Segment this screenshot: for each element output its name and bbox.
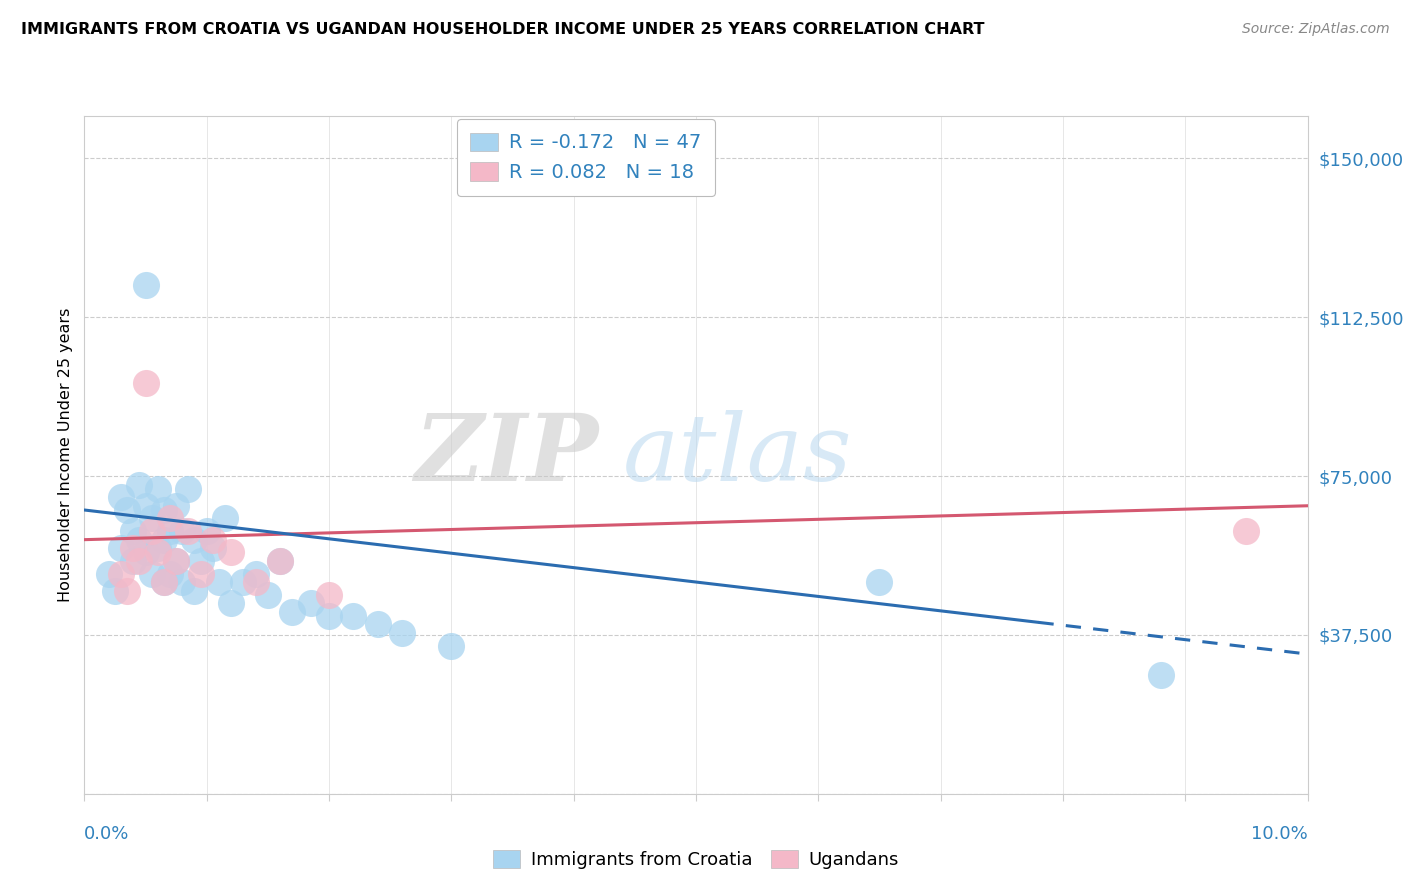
Point: [110, 566, 132, 581]
Point: [190, 554, 212, 568]
Point: [318, 608, 340, 623]
Point: [128, 554, 150, 568]
Point: [146, 482, 169, 496]
Point: [110, 490, 132, 504]
Point: [318, 588, 340, 602]
Point: [141, 511, 163, 525]
Point: [141, 566, 163, 581]
Text: Source: ZipAtlas.com: Source: ZipAtlas.com: [1241, 22, 1389, 37]
Point: [146, 541, 169, 555]
Point: [245, 574, 267, 589]
Point: [122, 541, 145, 555]
Point: [172, 574, 194, 589]
Point: [128, 533, 150, 547]
Point: [208, 574, 231, 589]
Point: [97, 566, 120, 581]
Point: [219, 545, 242, 559]
Point: [153, 533, 176, 547]
Point: [104, 583, 127, 598]
Point: [153, 574, 176, 589]
Point: [190, 566, 212, 581]
Point: [135, 376, 157, 390]
Point: [177, 524, 200, 538]
Point: [201, 533, 224, 547]
Legend: Immigrants from Croatia, Ugandans: Immigrants from Croatia, Ugandans: [486, 843, 905, 876]
Point: [1150, 668, 1173, 682]
Point: [440, 639, 463, 653]
Point: [122, 524, 145, 538]
Point: [257, 588, 280, 602]
Point: [232, 574, 254, 589]
Point: [165, 554, 187, 568]
Text: ZIP: ZIP: [413, 410, 598, 500]
Point: [135, 278, 157, 293]
Point: [115, 583, 138, 598]
Point: [269, 554, 291, 568]
Point: [135, 499, 157, 513]
Point: [1234, 524, 1257, 538]
Point: [245, 566, 267, 581]
Point: [201, 541, 224, 555]
Point: [299, 596, 322, 610]
Point: [177, 482, 200, 496]
Point: [146, 545, 169, 559]
Point: [159, 511, 181, 525]
Point: [367, 617, 389, 632]
Point: [153, 503, 176, 517]
Point: [159, 524, 181, 538]
Point: [391, 626, 413, 640]
Point: [269, 554, 291, 568]
Point: [141, 524, 163, 538]
Text: 0.0%: 0.0%: [84, 825, 129, 843]
Point: [342, 608, 364, 623]
Point: [110, 541, 132, 555]
Point: [122, 554, 145, 568]
Point: [165, 499, 187, 513]
Point: [159, 566, 181, 581]
Point: [165, 554, 187, 568]
Point: [195, 524, 218, 538]
Point: [281, 605, 304, 619]
Y-axis label: Householder Income Under 25 years: Householder Income Under 25 years: [58, 308, 73, 602]
Text: 10.0%: 10.0%: [1251, 825, 1308, 843]
Point: [869, 574, 891, 589]
Point: [219, 596, 242, 610]
Point: [183, 583, 205, 598]
Point: [135, 545, 157, 559]
Point: [153, 574, 176, 589]
Text: atlas: atlas: [623, 410, 852, 500]
Point: [115, 503, 138, 517]
Point: [214, 511, 236, 525]
Text: IMMIGRANTS FROM CROATIA VS UGANDAN HOUSEHOLDER INCOME UNDER 25 YEARS CORRELATION: IMMIGRANTS FROM CROATIA VS UGANDAN HOUSE…: [21, 22, 984, 37]
Point: [183, 533, 205, 547]
Point: [128, 477, 150, 491]
Point: [172, 524, 194, 538]
